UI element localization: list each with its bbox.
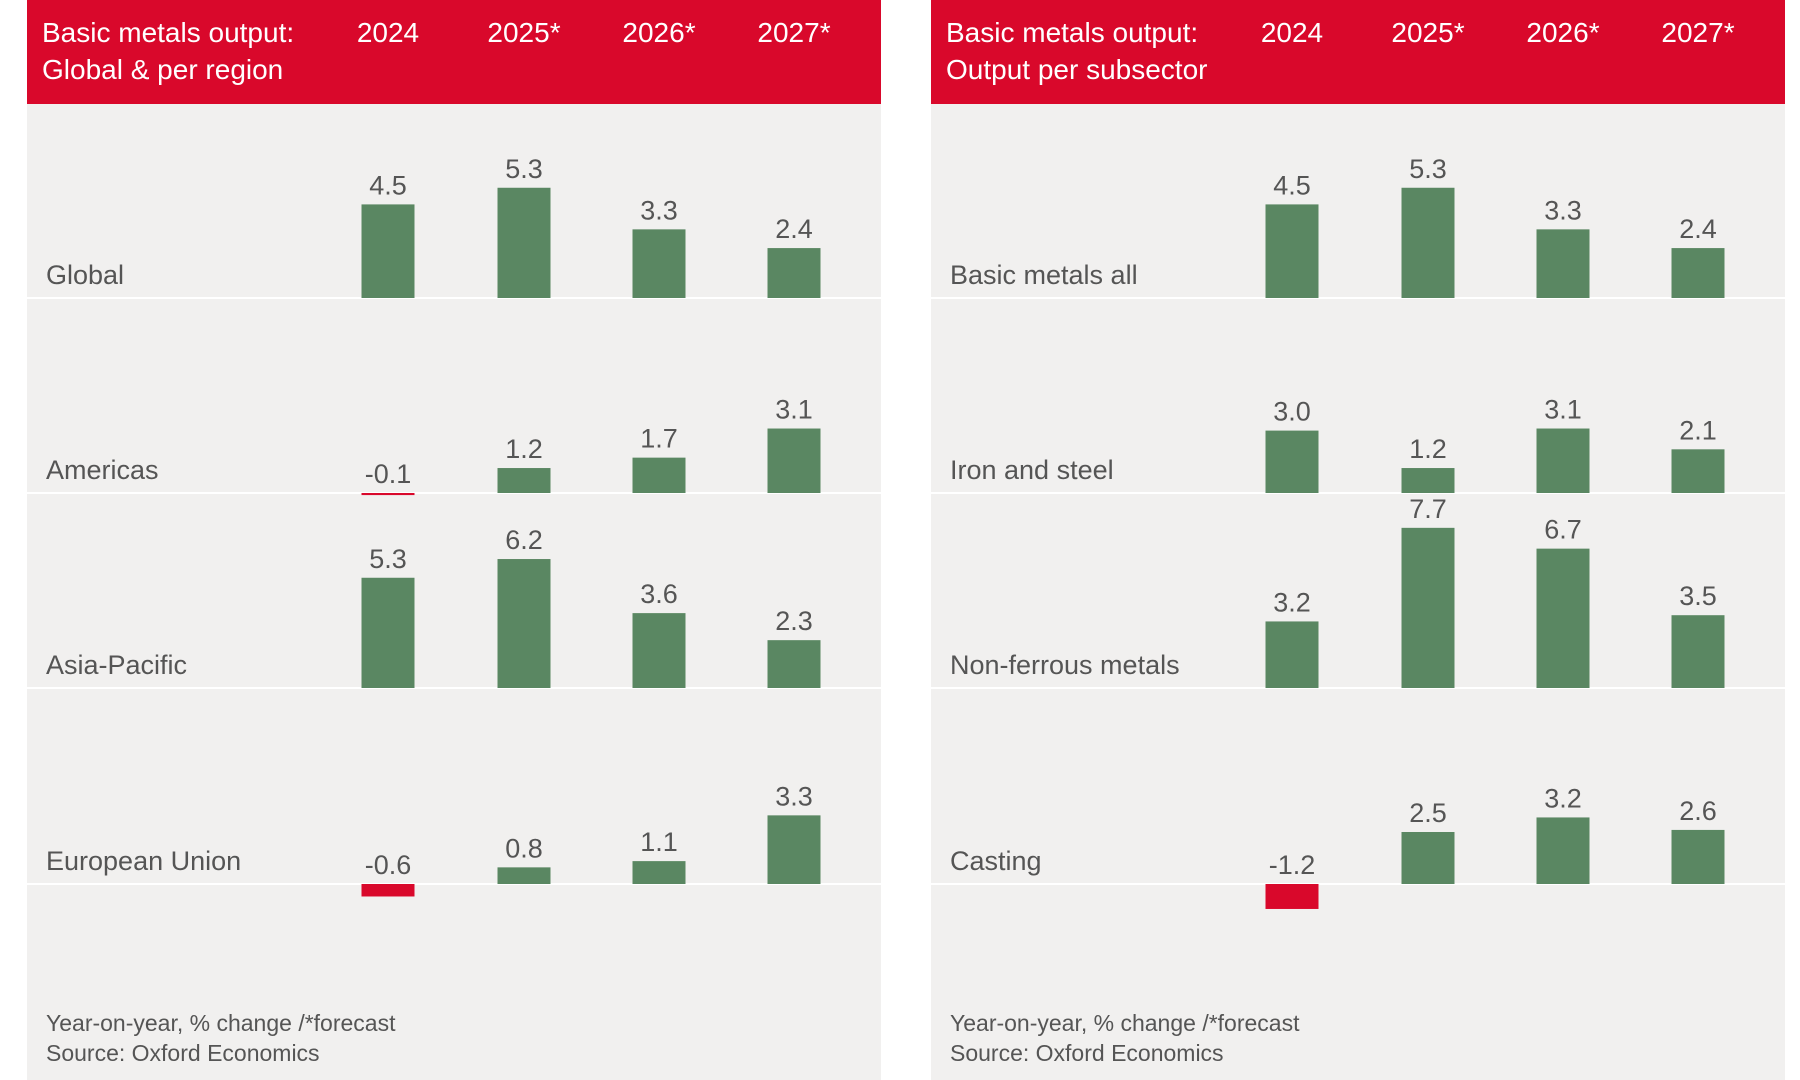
bar	[361, 577, 415, 688]
column-header: 2026*	[1526, 17, 1599, 48]
value-label: 5.3	[369, 544, 407, 574]
bar	[1671, 615, 1725, 688]
row-label: European Union	[46, 846, 241, 876]
value-label: 3.0	[1273, 397, 1311, 427]
row-label: Casting	[950, 846, 1042, 876]
value-label: 4.5	[1273, 170, 1311, 200]
bar	[1671, 829, 1725, 884]
value-label: 3.5	[1679, 581, 1717, 611]
value-label: 7.7	[1409, 494, 1447, 524]
bar	[767, 815, 821, 884]
value-label: 6.7	[1544, 515, 1582, 545]
bar	[767, 248, 821, 298]
value-label: 2.4	[775, 214, 813, 244]
bar	[1536, 428, 1590, 493]
bar	[361, 884, 415, 897]
value-label: 2.1	[1679, 415, 1717, 445]
bar	[632, 861, 686, 884]
panel-subtitle: Global & per region	[42, 54, 283, 85]
value-label: 6.2	[505, 525, 543, 555]
bar	[632, 457, 686, 493]
bar	[632, 229, 686, 298]
value-label: 2.4	[1679, 214, 1717, 244]
bar	[497, 468, 551, 493]
bar	[497, 867, 551, 884]
value-label: 3.1	[1544, 395, 1582, 425]
column-header: 2025*	[487, 17, 560, 48]
value-label: 5.3	[1409, 154, 1447, 184]
value-label: 3.3	[640, 195, 678, 225]
row-label: Iron and steel	[950, 455, 1114, 485]
header-background	[27, 0, 881, 104]
panel-title: Basic metals output:	[946, 17, 1198, 48]
value-label: 0.8	[505, 833, 543, 863]
bar	[497, 187, 551, 298]
bar	[1401, 187, 1455, 298]
panel-background	[27, 104, 881, 1080]
row-label: Asia-Pacific	[46, 650, 187, 680]
column-header: 2027*	[757, 17, 830, 48]
panel-background	[931, 104, 1785, 1080]
panel-subtitle: Output per subsector	[946, 54, 1207, 85]
bar	[1265, 430, 1319, 493]
row-label: Non-ferrous metals	[950, 650, 1180, 680]
value-label: 1.1	[640, 827, 678, 857]
value-label: 3.3	[1544, 195, 1582, 225]
row-label: Americas	[46, 455, 159, 485]
column-header: 2024	[357, 17, 419, 48]
value-label: 3.1	[775, 395, 813, 425]
value-label: 3.3	[775, 781, 813, 811]
source: Source: Oxford Economics	[46, 1040, 320, 1066]
bar	[1536, 548, 1590, 688]
value-label: 1.2	[1409, 434, 1447, 464]
header-background	[931, 0, 1785, 104]
value-label: 4.5	[369, 170, 407, 200]
bar	[1265, 204, 1319, 298]
footnote: Year-on-year, % change /*forecast	[46, 1010, 396, 1036]
column-header: 2025*	[1391, 17, 1464, 48]
value-label: 3.2	[1273, 587, 1311, 617]
value-label: 5.3	[505, 154, 543, 184]
bar	[1265, 884, 1319, 909]
bar	[632, 613, 686, 688]
footnote: Year-on-year, % change /*forecast	[950, 1010, 1300, 1036]
bar	[361, 493, 415, 496]
bar	[1671, 449, 1725, 493]
panel-title: Basic metals output:	[42, 17, 294, 48]
value-label: -0.1	[365, 459, 412, 489]
row-label: Global	[46, 260, 124, 290]
value-label: -1.2	[1269, 850, 1316, 880]
column-header: 2024	[1261, 17, 1323, 48]
column-header: 2027*	[1661, 17, 1734, 48]
source: Source: Oxford Economics	[950, 1040, 1224, 1066]
bar	[1401, 527, 1455, 688]
bar	[1671, 248, 1725, 298]
bar	[1401, 832, 1455, 884]
value-label: 2.6	[1679, 796, 1717, 826]
value-label: -0.6	[365, 850, 412, 880]
value-label: 1.7	[640, 424, 678, 454]
bar	[1265, 621, 1319, 688]
value-label: 1.2	[505, 434, 543, 464]
bar	[767, 428, 821, 493]
bar	[1401, 468, 1455, 493]
value-label: 3.2	[1544, 783, 1582, 813]
column-header: 2026*	[622, 17, 695, 48]
bar	[1536, 817, 1590, 884]
value-label: 2.3	[775, 606, 813, 636]
value-label: 3.6	[640, 579, 678, 609]
bar	[1536, 229, 1590, 298]
bar	[767, 640, 821, 688]
bar	[497, 559, 551, 688]
value-label: 2.5	[1409, 798, 1447, 828]
row-label: Basic metals all	[950, 260, 1138, 290]
bar	[361, 204, 415, 298]
